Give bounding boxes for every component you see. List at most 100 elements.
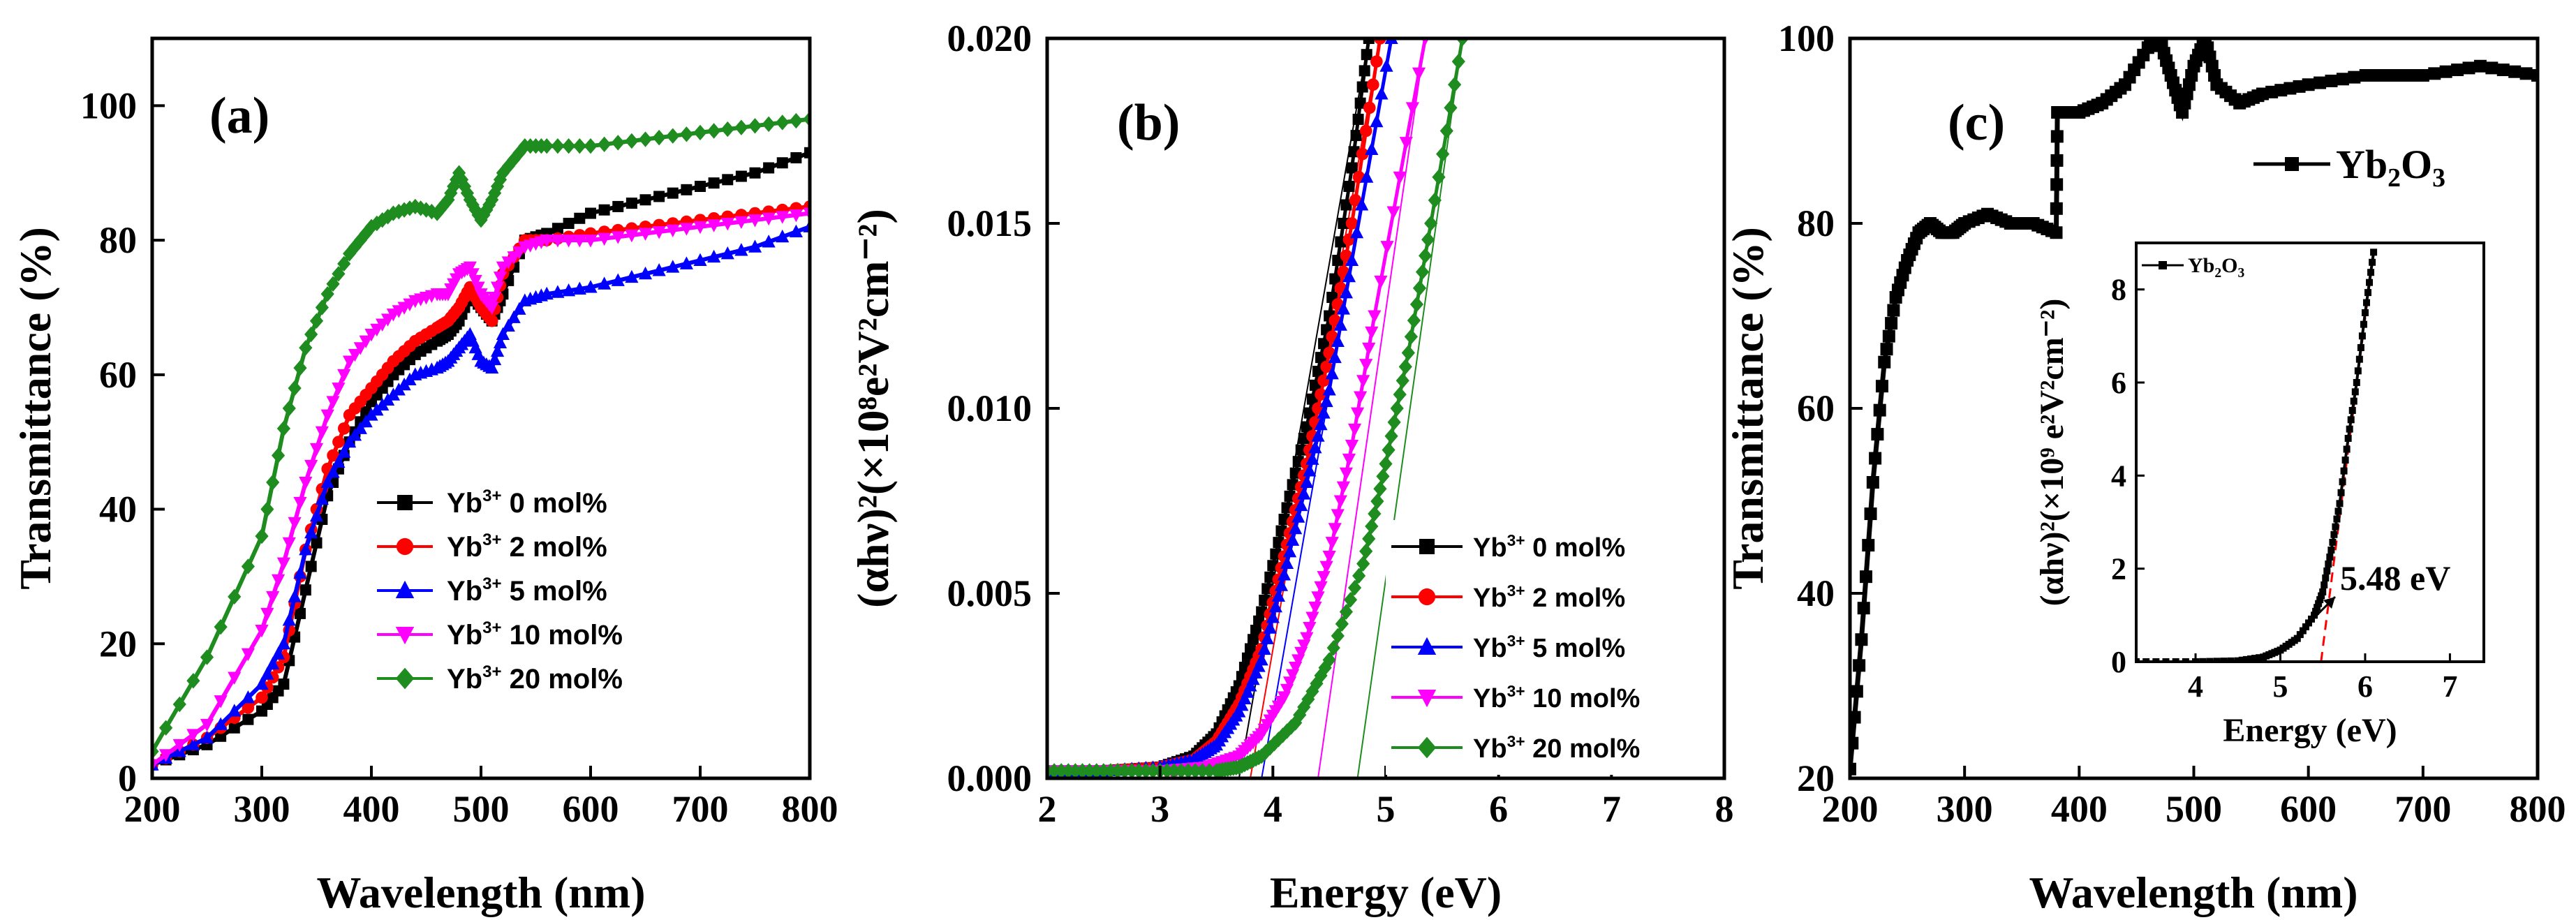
data-point [1401, 345, 1415, 361]
data-point [2362, 299, 2370, 306]
data-point [762, 212, 776, 226]
x-tick-label: 7 [1602, 788, 1621, 830]
data-point [1311, 429, 1325, 442]
data-point [653, 191, 665, 202]
data-point [1374, 275, 1388, 289]
x-tick-label: 200 [1822, 788, 1879, 830]
data-point [2296, 631, 2304, 639]
data-point [1356, 147, 1369, 161]
data-point [1859, 570, 1872, 584]
data-point [695, 181, 706, 192]
data-point [2341, 457, 2349, 464]
data-point [598, 232, 612, 246]
data-point [1245, 643, 1256, 655]
data-point [1335, 616, 1349, 632]
data-point [2332, 523, 2339, 531]
legend-marker [2159, 261, 2167, 269]
data-point [282, 613, 296, 626]
data-point [2350, 397, 2357, 405]
data-point [720, 246, 734, 260]
data-point [562, 235, 576, 248]
data-point [320, 475, 334, 488]
data-point [1345, 440, 1359, 453]
legend-label: Yb3+ 2 mol% [1473, 581, 1625, 613]
x-tick-label: 600 [563, 788, 619, 830]
data-point [749, 167, 761, 179]
data-point [2238, 656, 2246, 662]
x-tick-label: 300 [1937, 788, 1993, 830]
data-point [1319, 561, 1333, 574]
data-point [293, 496, 307, 510]
data-point [1308, 440, 1322, 454]
data-point [572, 138, 586, 154]
data-point [288, 589, 302, 602]
data-point [1125, 763, 1139, 778]
data-point [1336, 481, 1350, 495]
data-point [1054, 763, 1068, 778]
y-tick-label: 0 [118, 757, 137, 799]
data-point [1104, 763, 1118, 778]
panel-label-a: (a) [209, 87, 269, 144]
legend-label: Yb3+ 10 mol% [447, 618, 623, 651]
y-tick-label: 80 [99, 219, 137, 261]
data-point [2428, 67, 2441, 80]
data-point [540, 286, 554, 300]
data-point [1315, 388, 1327, 401]
data-point [1252, 659, 1266, 672]
data-point [266, 591, 280, 604]
data-point [804, 147, 810, 158]
data-point [1263, 621, 1277, 634]
data-point [299, 584, 311, 596]
data-point [1359, 543, 1373, 559]
data-point [1308, 601, 1322, 615]
data-point [1355, 198, 1369, 211]
data-point [2050, 130, 2064, 143]
data-point [735, 170, 747, 182]
y-tick-label: 60 [99, 354, 137, 396]
data-point [2326, 554, 2334, 561]
y-tick-label: 4 [2111, 459, 2126, 493]
data-point [1407, 312, 1421, 329]
data-point [1359, 359, 1373, 372]
data-point [1322, 383, 1336, 396]
data-point [776, 157, 788, 169]
data-point [1263, 740, 1277, 756]
data-point [1880, 343, 1893, 356]
x-tick-label: 8 [1715, 788, 1734, 830]
data-point [353, 232, 367, 248]
x-tick-label: 7 [2442, 669, 2457, 704]
data-point [1409, 296, 1424, 313]
y-tick-label: 40 [99, 489, 137, 531]
data-point [2340, 467, 2348, 475]
data-point [1379, 456, 1393, 472]
data-point [1375, 87, 1389, 100]
data-point [359, 335, 373, 349]
data-point [1862, 539, 1875, 552]
data-point [299, 477, 313, 490]
data-point [681, 184, 693, 195]
data-point [1853, 659, 1866, 672]
data-point [562, 283, 576, 297]
data-point [271, 646, 286, 660]
data-point [1349, 225, 1364, 239]
data-point [2050, 202, 2063, 215]
data-point [326, 396, 340, 409]
data-point [1873, 403, 1886, 417]
data-point [260, 607, 274, 621]
data-point [611, 231, 625, 244]
data-point [1300, 475, 1314, 488]
legend-marker [395, 627, 415, 645]
data-point [293, 359, 307, 376]
data-point [159, 749, 173, 762]
data-point [2162, 658, 2170, 662]
data-point [2206, 658, 2214, 662]
data-point [1390, 400, 1404, 417]
data-point [2371, 69, 2384, 82]
data-point [1291, 510, 1305, 523]
data-point [304, 525, 318, 539]
data-point [1850, 762, 1856, 776]
data-point [172, 739, 186, 752]
data-point [1421, 38, 1430, 46]
data-point [353, 421, 367, 434]
data-point [1343, 592, 1358, 608]
